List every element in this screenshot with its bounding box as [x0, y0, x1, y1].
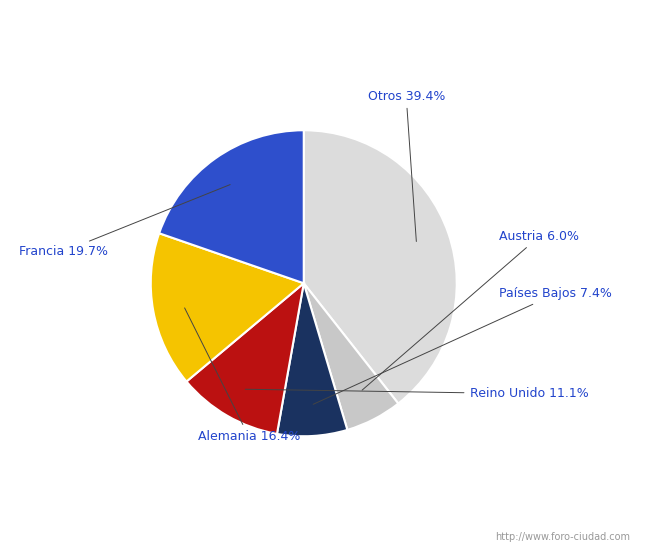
Text: http://www.foro-ciudad.com: http://www.foro-ciudad.com [495, 532, 630, 542]
Text: Otros 39.4%: Otros 39.4% [367, 90, 445, 241]
Text: Cabrils - Turistas extranjeros según país - Abril de 2024: Cabrils - Turistas extranjeros según paí… [95, 12, 555, 28]
Wedge shape [304, 130, 457, 404]
Text: Reino Unido 11.1%: Reino Unido 11.1% [245, 387, 588, 400]
Wedge shape [304, 283, 398, 430]
Wedge shape [159, 130, 304, 283]
Wedge shape [187, 283, 304, 434]
Text: Francia 19.7%: Francia 19.7% [20, 185, 230, 258]
Text: Austria 6.0%: Austria 6.0% [362, 230, 579, 390]
Wedge shape [151, 233, 304, 382]
Wedge shape [277, 283, 347, 436]
Text: Alemania 16.4%: Alemania 16.4% [185, 308, 300, 443]
Text: Países Bajos 7.4%: Países Bajos 7.4% [313, 287, 612, 404]
